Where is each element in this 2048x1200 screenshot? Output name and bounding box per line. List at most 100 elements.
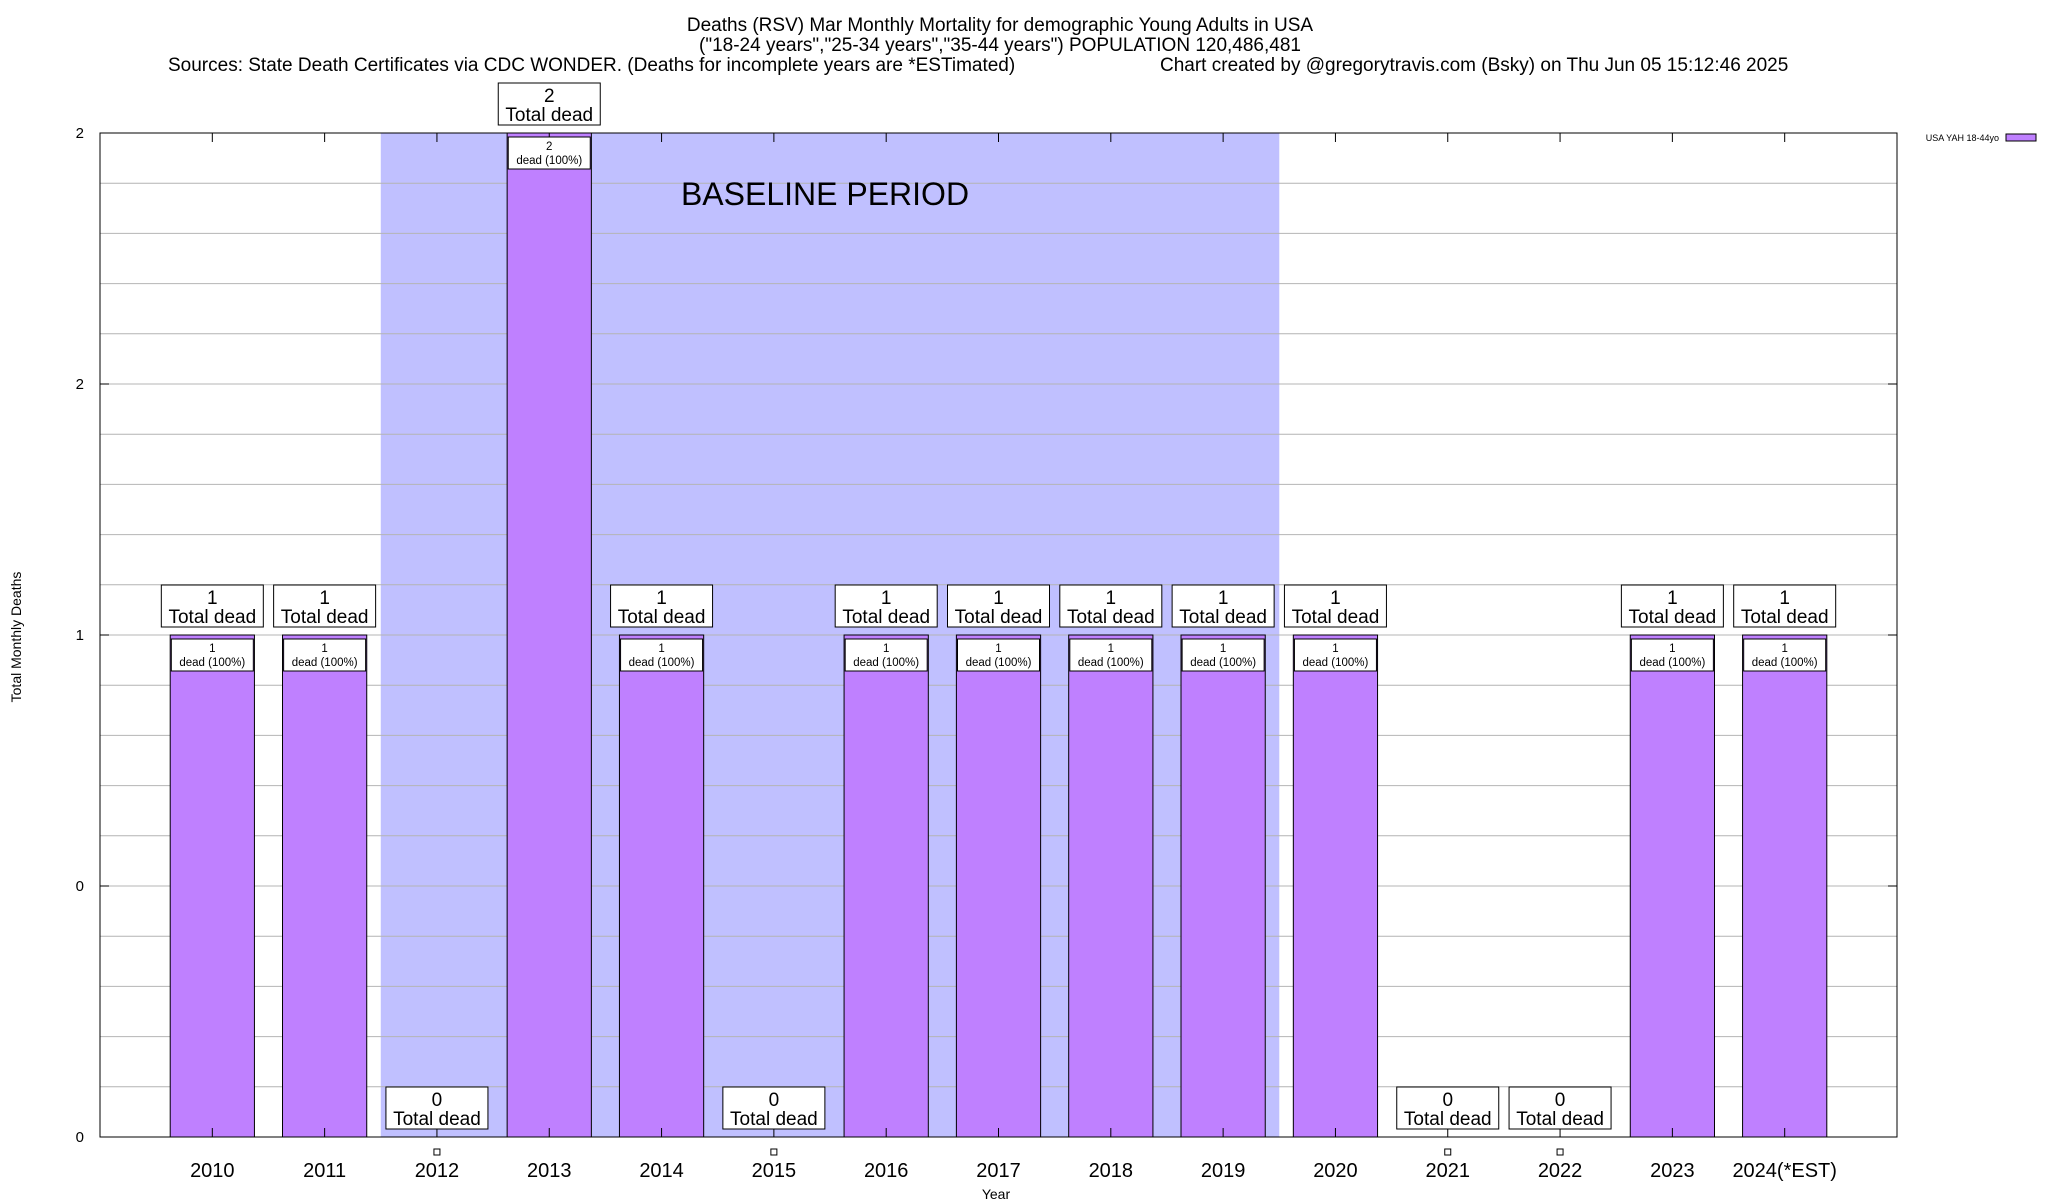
total-label-count: 1: [1779, 588, 1790, 609]
inner-label-box: [957, 638, 1040, 672]
x-tick-label: 2011: [303, 1160, 346, 1182]
total-label-text: Total dead: [1179, 607, 1267, 628]
inner-label-count: 2: [546, 141, 552, 153]
total-label-count: 2: [544, 86, 555, 107]
inner-label-count: 1: [883, 643, 889, 655]
total-label-box: [497, 82, 601, 126]
total-label-count: 0: [1555, 1090, 1566, 1111]
inner-label-box: [170, 638, 254, 672]
inner-label-box: [1630, 638, 1714, 672]
total-label-text: Total dead: [1741, 607, 1829, 628]
y-tick-label: 1: [76, 627, 84, 644]
bars: [169, 132, 1828, 1156]
bar-2011: [282, 634, 368, 1138]
total-label-box: [160, 584, 264, 628]
total-label-count: 1: [207, 588, 218, 609]
inner-label-count: 1: [209, 643, 215, 655]
inner-label-percent: dead (100%): [853, 657, 919, 669]
inner-label-box: [283, 638, 367, 672]
zero-marker: [1556, 1148, 1564, 1156]
total-label-text: Total dead: [1292, 607, 1380, 628]
total-label-count: 1: [319, 588, 330, 609]
x-tick-label: 2022: [1538, 1160, 1583, 1182]
inner-label-count: 1: [1220, 643, 1226, 655]
y-axis-label: Total Monthly Deaths: [8, 572, 24, 703]
x-tick-label: 2017: [976, 1160, 1021, 1182]
total-label-text: Total dead: [505, 105, 593, 126]
bar-2013: [506, 132, 592, 1138]
total-label-text: Total dead: [1404, 1109, 1492, 1130]
total-label-count: 1: [656, 588, 667, 609]
y-tick-label: 0: [76, 1129, 84, 1146]
inner-label-box: [844, 638, 928, 672]
inner-label-percent: dead (100%): [1190, 657, 1256, 669]
total-label-text: Total dead: [1516, 1109, 1604, 1130]
bar-2020: [1292, 634, 1379, 1138]
zero-marker: [1444, 1148, 1452, 1156]
x-tick-label: 2014: [639, 1160, 684, 1182]
x-tick-label: 2010: [190, 1160, 235, 1182]
inner-label-box: [620, 638, 704, 672]
inner-label-percent: dead (100%): [292, 657, 358, 669]
total-label-count: 1: [1330, 588, 1341, 609]
inner-label-count: 1: [995, 643, 1001, 655]
bar-2018: [1068, 634, 1154, 1138]
bar-2014: [618, 634, 705, 1138]
total-label-text: Total dead: [955, 607, 1043, 628]
y-axis-ticks: 0 0 1 2 2: [76, 125, 1897, 1146]
total-label-box: [1059, 584, 1163, 628]
inner-label-percent: dead (100%): [179, 657, 245, 669]
total-label-text: Total dead: [393, 1109, 481, 1130]
inner-label-box: [1743, 638, 1827, 672]
inner-label-percent: dead (100%): [629, 657, 695, 669]
zero-marker: [433, 1148, 441, 1156]
total-label-count: 0: [769, 1090, 780, 1111]
total-label-count: 1: [1667, 588, 1678, 609]
total-label-count: 1: [1218, 588, 1229, 609]
legend-swatch: [2005, 133, 2037, 142]
total-label-box: [1283, 584, 1387, 628]
bar-2024(*EST): [1742, 634, 1828, 1138]
total-label-box: [1620, 584, 1724, 628]
inner-label-percent: dead (100%): [1078, 657, 1144, 669]
total-label-box: [1171, 584, 1275, 628]
inner-label-percent: dead (100%): [1639, 657, 1705, 669]
inner-label-count: 1: [1108, 643, 1114, 655]
bar-2016: [843, 634, 929, 1138]
total-label-box: [385, 1086, 489, 1130]
x-tick-label: 2015: [752, 1160, 797, 1182]
total-label-box: [1508, 1086, 1612, 1130]
total-label-count: 0: [1442, 1090, 1453, 1111]
total-label-box: [834, 584, 938, 628]
total-label-count: 1: [881, 588, 892, 609]
y-tick-label: 2: [76, 376, 84, 393]
total-label-box: [722, 1086, 826, 1130]
x-tick-label: 2019: [1201, 1160, 1246, 1182]
legend-entry-label: USA YAH 18-44yo: [1926, 133, 1999, 143]
legend: USA YAH 18-44yo: [1926, 133, 2037, 143]
inner-label-percent: dead (100%): [516, 155, 582, 167]
total-label-box: [610, 584, 714, 628]
total-label-count: 0: [432, 1090, 443, 1111]
inner-label-box: [1181, 638, 1265, 672]
bar-2019: [1180, 634, 1266, 1138]
chart-title: Deaths (RSV) Mar Monthly Mortality for d…: [687, 15, 1314, 36]
inner-label-percent: dead (100%): [1303, 657, 1369, 669]
x-tick-label: 2018: [1089, 1160, 1134, 1182]
inner-label-box: [1293, 638, 1377, 672]
total-label-text: Total dead: [618, 607, 706, 628]
inner-label-percent: dead (100%): [1752, 657, 1818, 669]
total-label-box: [1733, 584, 1837, 628]
y-tick-label: 0: [76, 878, 84, 895]
bar-2017: [955, 634, 1042, 1138]
x-tick-label: 2013: [527, 1160, 572, 1182]
credit-text: Chart created by @gregorytravis.com (Bsk…: [1160, 55, 1788, 76]
x-tick-label: 2021: [1426, 1160, 1471, 1182]
bar-2023: [1629, 634, 1715, 1138]
inner-label-count: 1: [1669, 643, 1675, 655]
zero-marker: [770, 1148, 778, 1156]
bar-2010: [169, 634, 255, 1138]
baseline-period-label: BASELINE PERIOD: [681, 176, 969, 212]
